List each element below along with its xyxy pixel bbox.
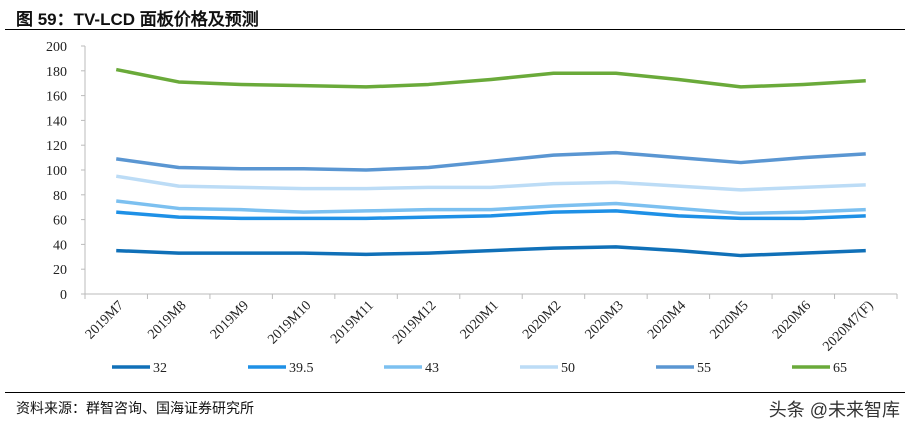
x-tick-label: 2020M1	[458, 298, 502, 342]
y-tick-label: 200	[46, 40, 67, 55]
legend-label: 32	[153, 361, 167, 376]
series-line-65	[115, 67, 866, 89]
y-tick-label: 60	[53, 214, 67, 229]
legend-label: 65	[833, 361, 847, 376]
y-tick-label: 100	[46, 164, 67, 179]
y-tick-label: 160	[46, 90, 67, 105]
y-tick-label: 0	[60, 288, 67, 303]
x-tick-label: 2019M11	[328, 298, 377, 347]
series-line-32	[116, 245, 866, 258]
legend-label: 55	[697, 361, 711, 376]
x-tick-label: 2019M8	[145, 298, 189, 342]
y-tick-label: 120	[46, 139, 67, 154]
footer-divider	[5, 392, 905, 393]
y-tick-label: 40	[53, 238, 67, 253]
x-tick-label: 2020M6	[770, 298, 814, 342]
legend-label: 43	[425, 361, 439, 376]
title-divider	[5, 29, 905, 30]
y-tick-label: 20	[53, 263, 67, 278]
series-line-55	[115, 150, 866, 172]
x-tick-label: 2019M12	[390, 298, 439, 347]
x-tick-label: 2019M9	[208, 298, 252, 342]
x-tick-label: 2019M7	[83, 298, 127, 342]
series-line-39.5	[116, 209, 866, 221]
x-tick-label: 2020M4	[645, 298, 689, 342]
y-tick-label: 140	[46, 114, 67, 129]
x-tick-label: 2019M10	[265, 298, 314, 347]
watermark: 头条 @未来智库	[768, 400, 900, 420]
x-tick-label: 2020M3	[583, 298, 627, 342]
y-tick-label: 80	[53, 189, 67, 204]
source-note: 资料来源：群智咨询、国海证券研究所	[16, 402, 254, 417]
x-tick-label: 2020M7(F)	[820, 298, 876, 354]
x-tick-label: 2020M2	[520, 298, 564, 342]
y-tick-label: 180	[46, 65, 67, 80]
x-tick-label: 2020M5	[708, 298, 752, 342]
series-line-50	[115, 174, 866, 192]
legend-label: 39.5	[289, 361, 314, 376]
figure-title: 图 59：TV-LCD 面板价格及预测	[16, 10, 259, 29]
series-line-43	[116, 199, 866, 216]
legend-label: 50	[561, 361, 575, 376]
